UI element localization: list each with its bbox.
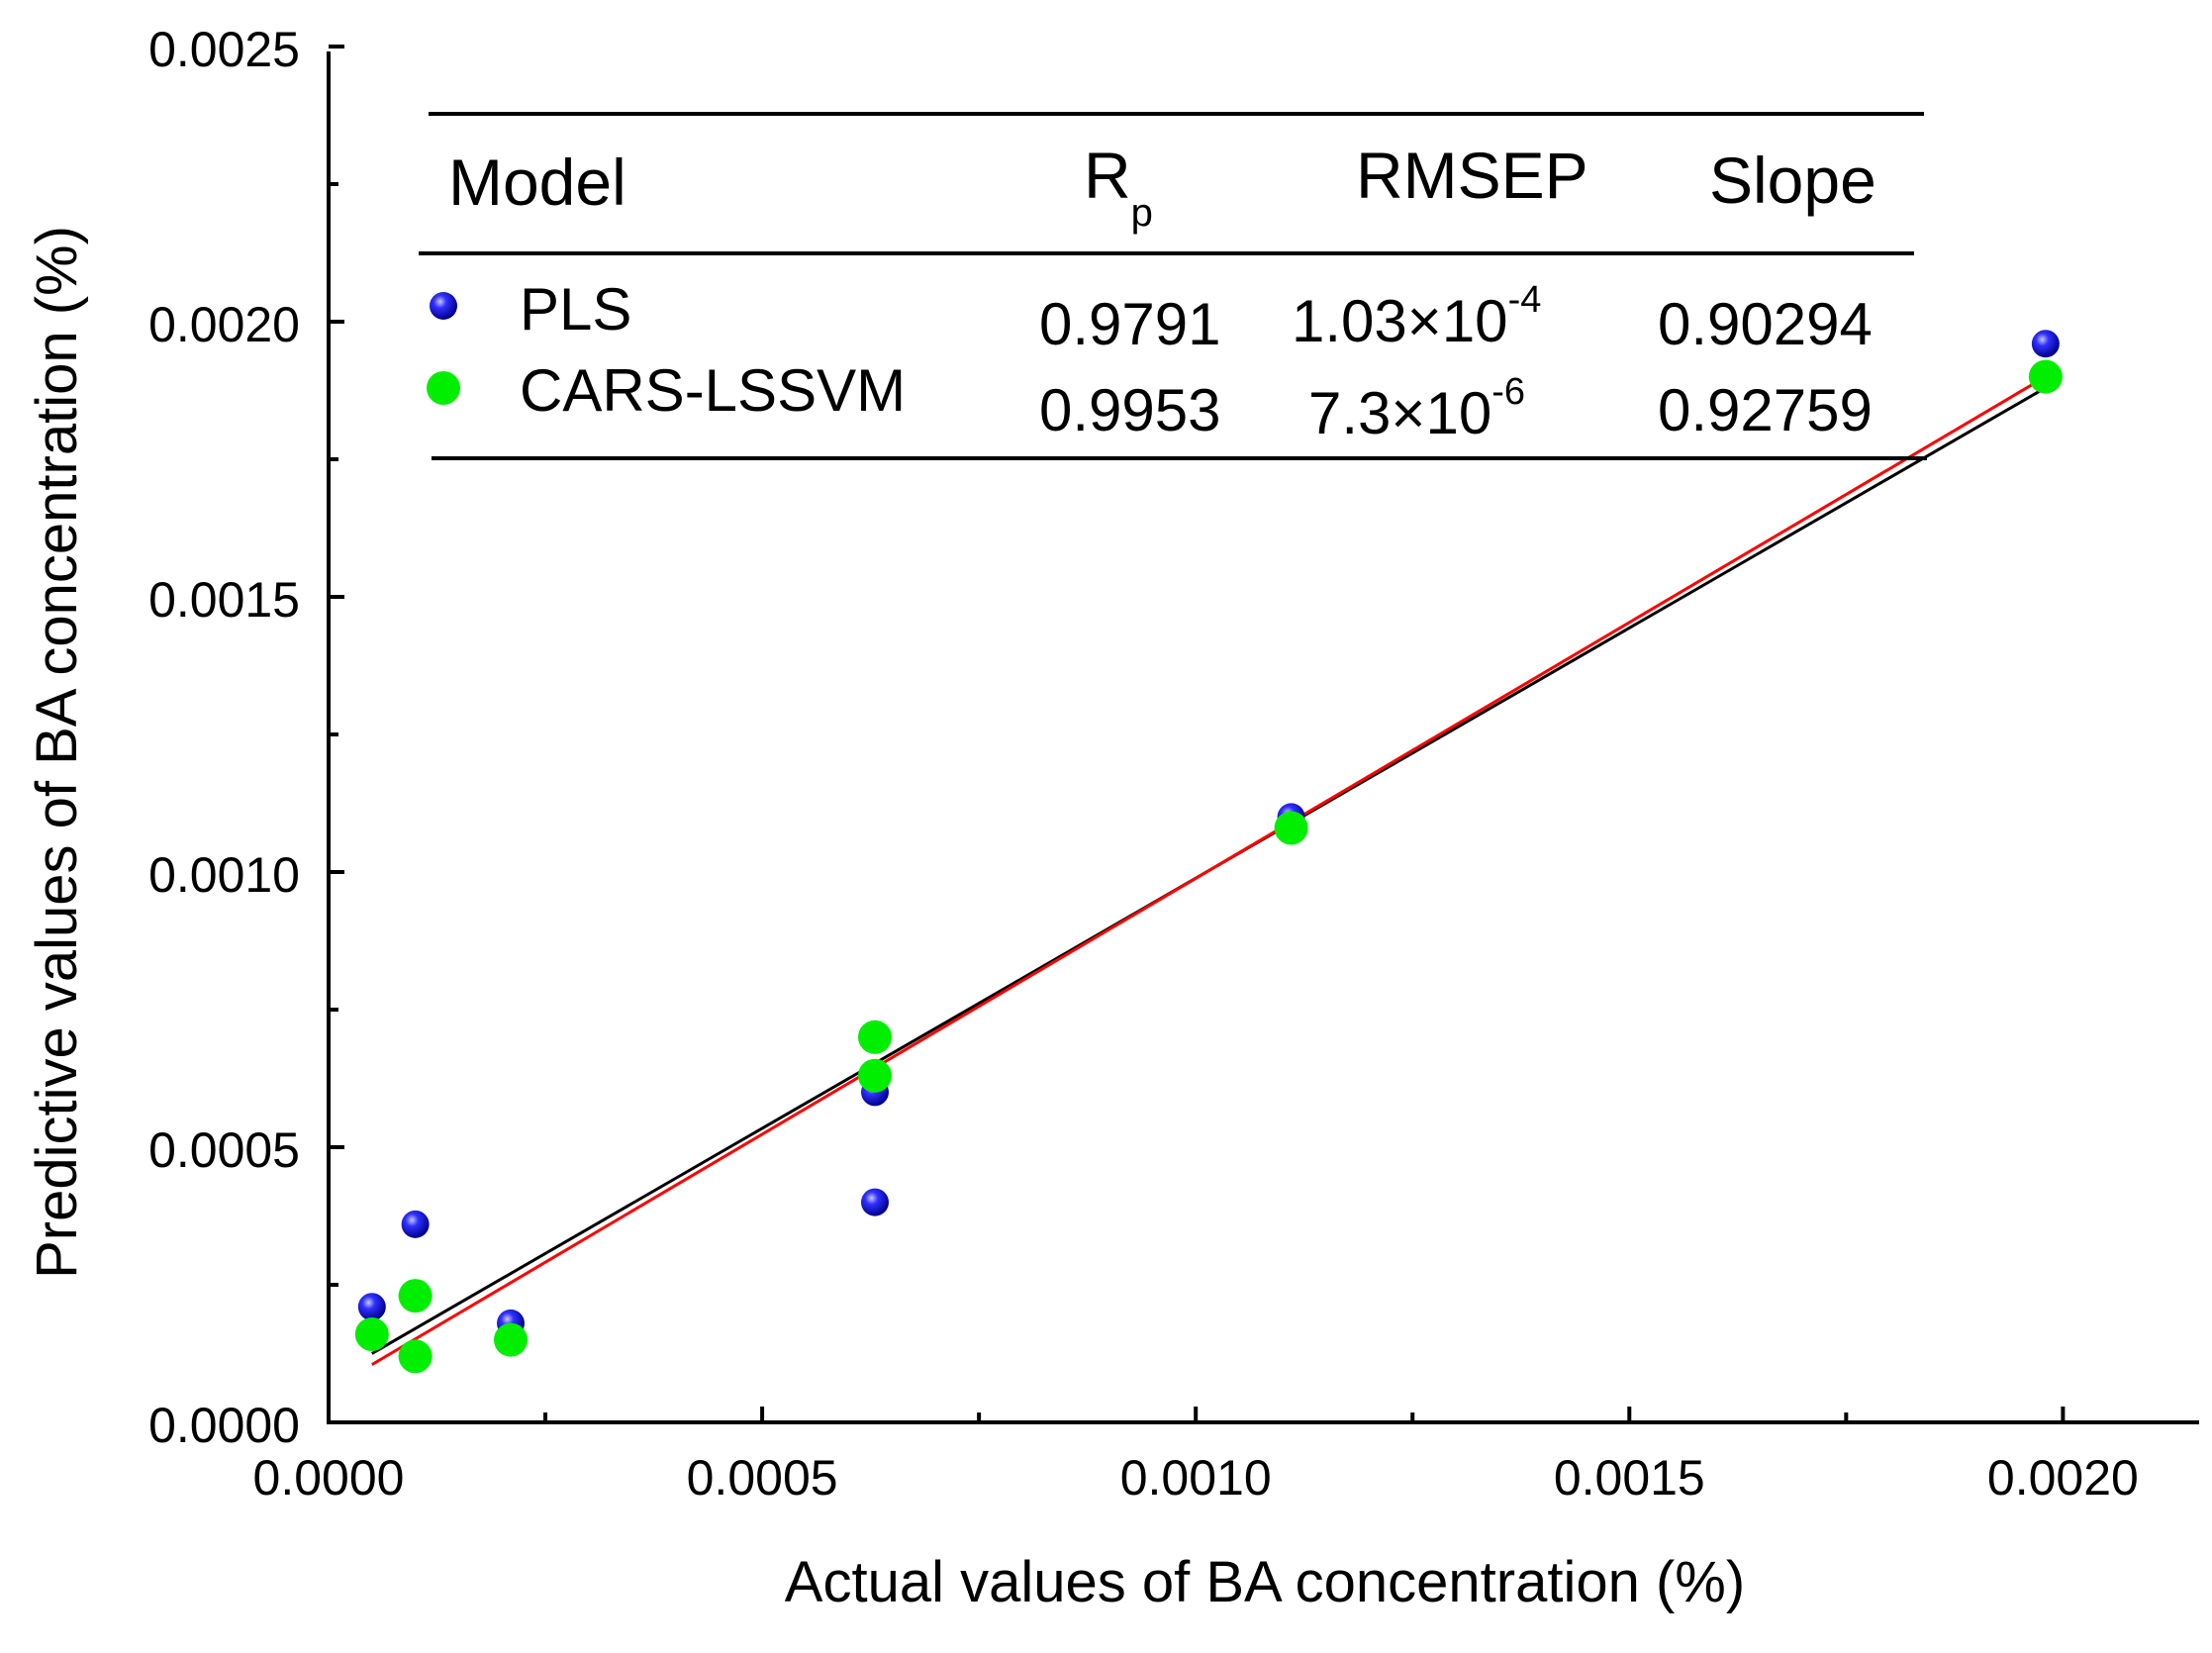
y-tick-label: 0.0015	[148, 572, 300, 628]
legend-row-pls-rmsep-base: 1.03×10	[1292, 288, 1508, 354]
legend-header-model: Model	[448, 146, 626, 219]
cars-lssvm-point	[858, 1058, 892, 1093]
legend-row-pls-slope: 0.90294	[1658, 291, 1873, 357]
legend-row-cars-rp: 0.9953	[1039, 377, 1221, 443]
fit-lines	[371, 375, 2047, 1366]
legend-row-cars-rmsep-exp: -6	[1491, 371, 1525, 413]
pls-point	[401, 1210, 430, 1238]
legend-table: Model Rp RMSEP Slope PLS 0.9791 1.03×10-…	[419, 112, 1927, 460]
x-tick-label: 0.0020	[1987, 1450, 2139, 1506]
cars-lssvm-point	[494, 1322, 528, 1357]
legend-row-pls-rmsep: 1.03×10-4	[1292, 279, 1541, 354]
cars-lssvm-point	[398, 1339, 433, 1374]
x-axis-ticks: 0.0000 0.0005 0.0010 0.0015 0.0020	[253, 1407, 2139, 1506]
x-tick-label: 0.0005	[687, 1450, 838, 1506]
cars-lssvm-point	[2028, 359, 2063, 394]
pls-point	[861, 1188, 889, 1216]
legend-row-pls-model: PLS	[520, 276, 631, 342]
cars-lssvm-point	[1274, 811, 1308, 845]
y-tick-label: 0.0005	[148, 1122, 300, 1178]
legend-row-cars-model: CARS-LSSVM	[520, 357, 906, 424]
legend-header-rp-sub: p	[1131, 191, 1153, 235]
x-axis-label: Actual values of BA concentration (%)	[785, 1550, 1745, 1614]
x-tick-label: 0.0015	[1554, 1450, 1705, 1506]
x-tick-label: 0.0010	[1120, 1450, 1272, 1506]
legend-row-pls-rmsep-exp: -4	[1508, 279, 1542, 321]
cars-lssvm-point	[398, 1279, 433, 1313]
cars-lssvm-point	[858, 1020, 892, 1054]
legend-row-pls-rp: 0.9791	[1039, 291, 1221, 357]
legend-header-rp: Rp	[1084, 139, 1153, 235]
cars-lssvm-point	[354, 1317, 389, 1352]
data-points	[354, 330, 2063, 1374]
legend-header-slope: Slope	[1709, 144, 1876, 217]
y-axis-ticks: 0.0000 0.0005 0.0010 0.0015 0.0020 0.0025	[148, 22, 344, 1453]
legend-row-cars-rmsep-base: 7.3×10	[1308, 380, 1491, 446]
pls-point	[2031, 330, 2060, 358]
legend-header-rp-main: R	[1084, 139, 1131, 212]
y-tick-label: 0.0000	[148, 1398, 300, 1453]
cars-lssvm-fit-line	[371, 375, 2047, 1366]
pls-point	[357, 1293, 386, 1321]
y-axis-label: Predictive values of BA concentration (%…	[25, 226, 89, 1279]
legend-header-rmsep: RMSEP	[1356, 139, 1588, 212]
legend-marker-cars-lssvm	[427, 371, 460, 405]
y-tick-label: 0.0020	[148, 297, 300, 352]
x-tick-label: 0.0000	[253, 1450, 405, 1506]
y-tick-label: 0.0010	[148, 847, 300, 903]
axes	[327, 51, 2199, 1424]
legend-marker-pls	[430, 292, 457, 320]
legend-row-cars-rmsep: 7.3×10-6	[1308, 371, 1525, 446]
y-tick-label: 0.0025	[148, 22, 300, 77]
legend-row-cars-slope: 0.92759	[1658, 377, 1873, 443]
